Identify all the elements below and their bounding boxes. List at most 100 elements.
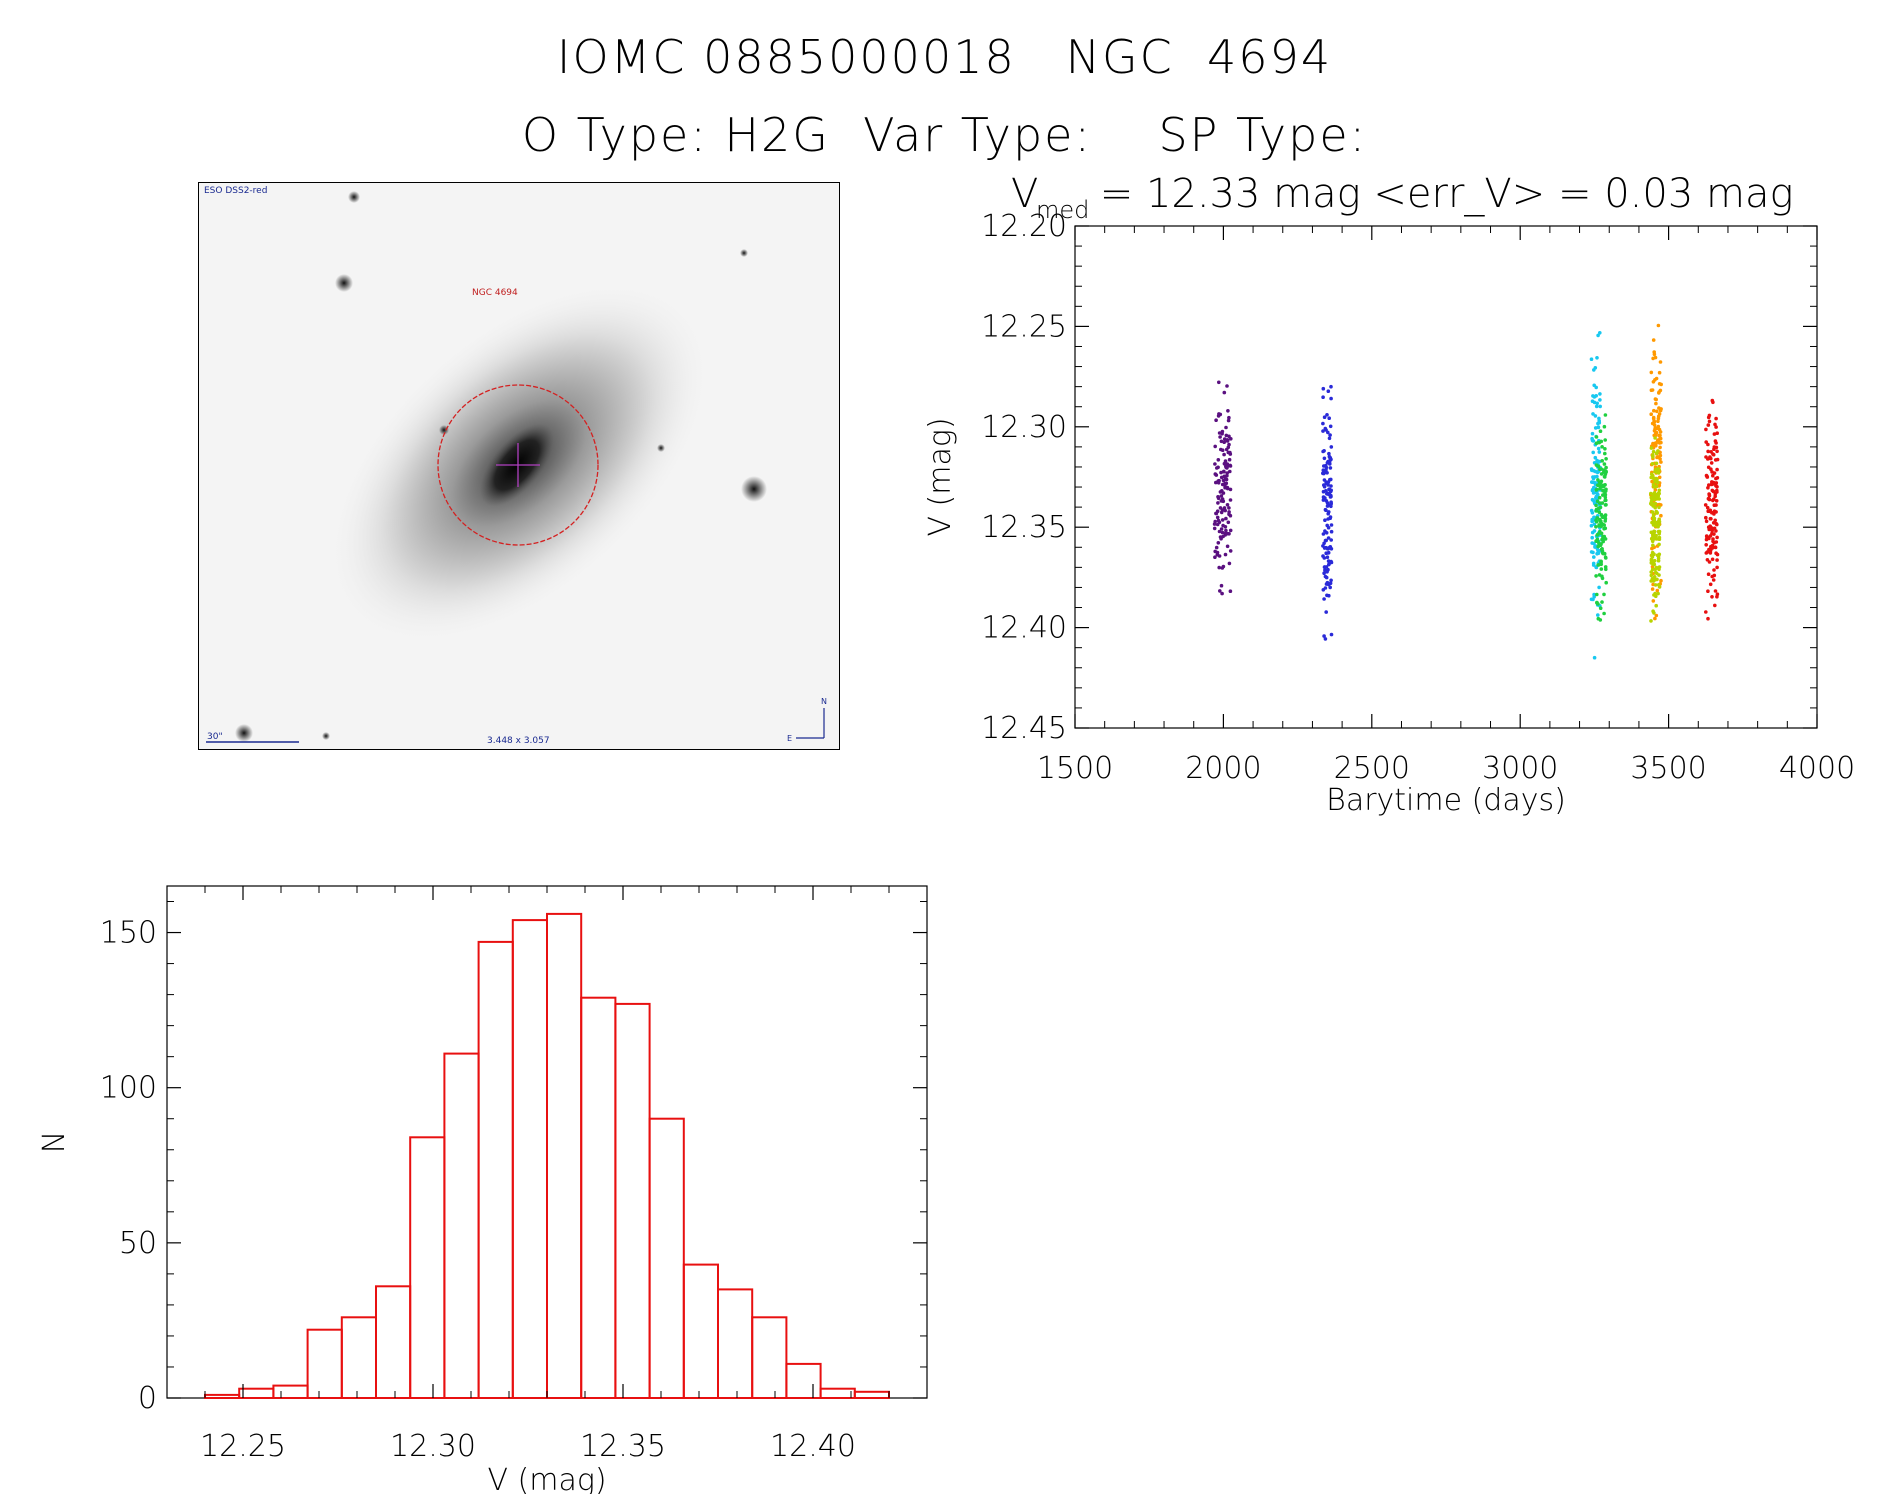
data-point <box>1322 456 1327 461</box>
data-point <box>1329 445 1334 449</box>
data-point <box>1598 398 1602 402</box>
data-point <box>1215 515 1220 520</box>
data-point <box>1706 572 1711 576</box>
x-tick-label: 3000 <box>1482 751 1558 786</box>
data-point <box>1228 589 1233 593</box>
data-point <box>1652 552 1656 556</box>
data-point <box>1710 595 1714 599</box>
data-point <box>1707 419 1712 424</box>
data-point <box>1713 589 1718 593</box>
data-point <box>1218 490 1223 494</box>
data-point <box>1596 532 1600 537</box>
data-point <box>1321 395 1325 400</box>
data-point <box>1214 480 1218 485</box>
histogram-bar <box>477 940 514 1400</box>
data-point <box>1654 476 1659 481</box>
data-point <box>1589 508 1594 513</box>
data-point <box>1657 427 1662 432</box>
data-point <box>1594 574 1598 578</box>
data-point <box>1704 427 1708 432</box>
data-point <box>1714 510 1718 514</box>
data-point <box>1714 540 1719 544</box>
data-point <box>1706 486 1710 490</box>
data-point <box>1653 616 1657 621</box>
data-point <box>1604 465 1608 470</box>
data-point <box>1602 462 1607 466</box>
data-point <box>1715 565 1719 570</box>
data-point <box>1322 634 1326 638</box>
data-point <box>1596 446 1601 451</box>
data-point <box>1598 519 1603 524</box>
scale-label: 30" <box>207 732 223 742</box>
survey-label: ESO DSS2-red <box>204 186 267 196</box>
data-point <box>1653 577 1657 582</box>
data-point <box>1658 445 1662 450</box>
data-point <box>1654 441 1658 445</box>
data-point <box>1592 480 1597 485</box>
data-point <box>1704 543 1708 547</box>
data-point <box>1591 412 1595 416</box>
target-crosshair <box>496 443 540 487</box>
star <box>657 444 665 452</box>
data-point <box>1220 591 1224 596</box>
data-point <box>1604 580 1608 585</box>
data-point <box>1591 518 1595 523</box>
data-point <box>1596 563 1601 567</box>
data-point <box>1713 545 1718 549</box>
data-point <box>1329 477 1333 482</box>
data-point <box>1596 613 1600 617</box>
data-point <box>1649 530 1654 535</box>
data-point <box>1329 500 1333 505</box>
data-point <box>1597 495 1602 500</box>
data-point <box>1657 505 1661 510</box>
data-point <box>1326 389 1331 394</box>
data-point <box>1714 445 1719 450</box>
data-point <box>1213 462 1217 466</box>
data-point <box>1655 520 1660 525</box>
histogram-bar <box>819 1387 856 1399</box>
data-point <box>1714 551 1718 555</box>
data-point <box>1711 473 1715 478</box>
data-point <box>1329 529 1334 534</box>
data-point <box>1323 586 1328 590</box>
data-point <box>1712 526 1717 531</box>
data-point <box>1600 515 1605 519</box>
data-point <box>1329 523 1334 527</box>
data-point <box>1600 445 1604 449</box>
data-point <box>1327 510 1331 514</box>
data-point <box>1656 416 1661 421</box>
data-point <box>1713 518 1717 523</box>
data-point <box>1654 594 1658 598</box>
data-point <box>1712 568 1716 572</box>
data-point <box>1657 370 1662 375</box>
data-point <box>1600 459 1604 463</box>
histogram-bar <box>546 912 583 1400</box>
data-point <box>1590 431 1595 436</box>
data-point <box>1325 555 1330 559</box>
data-point <box>1213 472 1218 476</box>
data-point <box>1713 439 1718 443</box>
data-point <box>1656 491 1661 495</box>
data-point <box>1226 418 1231 423</box>
data-point <box>1651 492 1655 497</box>
histogram-bar <box>614 1002 651 1400</box>
data-point <box>1225 471 1229 475</box>
data-point <box>1595 401 1599 406</box>
data-point <box>1603 503 1608 507</box>
data-point <box>1216 465 1220 470</box>
data-point <box>1715 449 1719 454</box>
y-tick-label: 150 <box>100 916 157 951</box>
data-point <box>1602 592 1606 597</box>
data-point <box>1710 480 1714 484</box>
data-point <box>1219 439 1224 444</box>
data-point <box>1595 592 1599 597</box>
data-point <box>1597 419 1601 423</box>
data-point <box>1227 532 1231 536</box>
data-point <box>1324 575 1329 580</box>
compass-east: E <box>787 734 792 743</box>
data-point <box>1599 567 1604 571</box>
data-point <box>1656 558 1661 563</box>
histogram-bar <box>785 1362 822 1400</box>
data-point <box>1705 475 1710 479</box>
data-point <box>1225 485 1230 490</box>
